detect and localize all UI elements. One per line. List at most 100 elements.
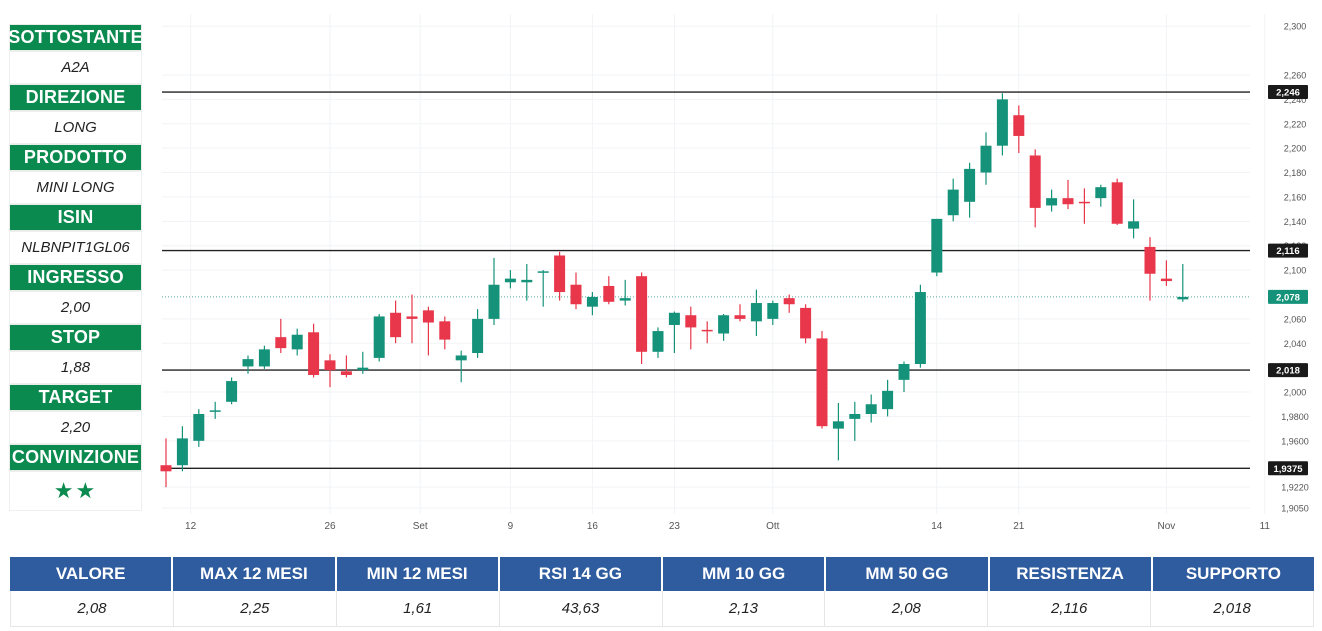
candle-body [980, 145, 992, 173]
stop-value: 1,88 [9, 351, 142, 384]
candle-body [1013, 115, 1025, 136]
y-tick-label: 1,9050 [1281, 503, 1309, 513]
level-tag [1268, 461, 1308, 476]
stats-table: VALORE MAX 12 MESI MIN 12 MESI RSI 14 GG… [10, 557, 1314, 627]
level-tag-label: 2,246 [1276, 88, 1300, 99]
y-tick-label: 2,240 [1284, 95, 1307, 105]
y-tick-label: 2,100 [1284, 266, 1307, 276]
level-tag [1268, 243, 1308, 258]
candle-body [472, 318, 484, 354]
x-tick-label: Nov [1158, 521, 1176, 532]
conviction-stars: ★★ [9, 471, 142, 511]
candle-body [1144, 246, 1156, 274]
horizontal-levels [162, 91, 1250, 469]
candle-body [554, 255, 566, 293]
cell-value: 2,08 [10, 591, 174, 627]
x-tick-label: 9 [508, 521, 514, 532]
candle-body [258, 349, 270, 367]
candle-body [439, 321, 451, 340]
cell-ma-10: 2,13 [662, 591, 826, 627]
candle-body [636, 276, 648, 352]
cell-resistance: 2,116 [988, 591, 1152, 627]
candle-body [914, 292, 926, 364]
candle-body [619, 298, 631, 301]
cell-min-12m: 1,61 [336, 591, 500, 627]
candle-body [767, 303, 779, 319]
y-tick-label: 2,160 [1284, 192, 1307, 202]
candle-body [750, 303, 762, 322]
candle-body [357, 367, 369, 371]
candle-body [1029, 155, 1041, 208]
candle-body [1078, 201, 1090, 204]
candle-body [308, 332, 320, 375]
x-tick-label: 23 [669, 521, 681, 532]
underlying-label: SOTTOSTANTE [8, 24, 143, 51]
header-support: SUPPORTO [1152, 557, 1314, 591]
candle-body [242, 359, 254, 367]
header-rsi-14: RSI 14 GG [499, 557, 663, 591]
candle-body [504, 278, 516, 283]
candle-body [291, 334, 303, 350]
y-tick-label: 2,060 [1284, 314, 1307, 324]
header-min-12m: MIN 12 MESI [336, 557, 500, 591]
x-tick-label: 11 [1260, 521, 1271, 532]
y-tick-label: 2,300 [1284, 22, 1307, 32]
x-tick-label: Ott [766, 521, 780, 532]
candle-body [1046, 198, 1058, 206]
product-value: MINI LONG [9, 171, 142, 204]
stats-header-row: VALORE MAX 12 MESI MIN 12 MESI RSI 14 GG… [10, 557, 1314, 591]
candle-body [865, 404, 877, 414]
header-ma-50: MM 50 GG [826, 557, 990, 591]
candle-body [340, 371, 352, 375]
candle-body [422, 310, 434, 323]
candle-body [931, 218, 943, 273]
candle-body [701, 329, 713, 332]
level-tag-label: 1,9375 [1273, 464, 1303, 475]
candle-body [537, 271, 549, 273]
y-tick-label: 2,040 [1284, 339, 1307, 349]
x-tick-label: 14 [931, 521, 943, 532]
y-tick-label: 2,180 [1284, 168, 1307, 178]
candles [160, 93, 1189, 488]
level-labels: 2,246 2,116 2,018 1,9375 2,078 [1268, 85, 1308, 476]
y-tick-label: 2,260 [1284, 70, 1307, 80]
x-tick-label: 16 [587, 521, 599, 532]
candle-body [816, 338, 828, 427]
candle-body [488, 284, 500, 319]
y-tick-label: 1,9800 [1281, 412, 1309, 422]
level-tag-label: 2,018 [1276, 366, 1300, 377]
candle-body [947, 189, 959, 216]
target-label: TARGET [9, 384, 142, 411]
level-tag-label: 2,116 [1276, 246, 1299, 257]
header-value: VALORE [10, 557, 174, 591]
cell-ma-50: 2,08 [825, 591, 989, 627]
candle-body [800, 307, 812, 339]
candle-body [652, 331, 664, 352]
candle-body [734, 315, 746, 319]
candle-body [718, 315, 730, 334]
header-ma-10: MM 10 GG [663, 557, 827, 591]
candle-body [1062, 198, 1074, 205]
stop-label: STOP [9, 324, 142, 351]
candle-body [193, 414, 205, 441]
y-tick-label: 1,9600 [1281, 436, 1309, 446]
candle-body [373, 316, 385, 358]
candle-body [603, 285, 615, 302]
level-tag [1268, 363, 1308, 378]
x-tick-label: 26 [324, 521, 336, 532]
candle-body [832, 421, 844, 429]
header-max-12m: MAX 12 MESI [173, 557, 337, 591]
isin-value: NLBNPIT1GL06 [9, 231, 142, 264]
candle-body [1095, 187, 1107, 199]
candle-body [176, 438, 188, 466]
cell-rsi-14: 43,63 [499, 591, 663, 627]
y-tick-label: 2,140 [1284, 217, 1307, 227]
conviction-label: CONVINZIONE [9, 444, 142, 471]
candlestick-chart: 12 26 Set 9 16 23 Ott 14 21 Nov 11 2,300 2,260 2,240… [160, 14, 1309, 532]
y-tick-label: 2,220 [1284, 119, 1307, 129]
entry-label: INGRESSO [9, 264, 142, 291]
entry-value: 2,00 [9, 291, 142, 324]
candle-body [668, 312, 680, 325]
last-price-tag [1268, 289, 1308, 304]
candle-body [1128, 221, 1140, 229]
